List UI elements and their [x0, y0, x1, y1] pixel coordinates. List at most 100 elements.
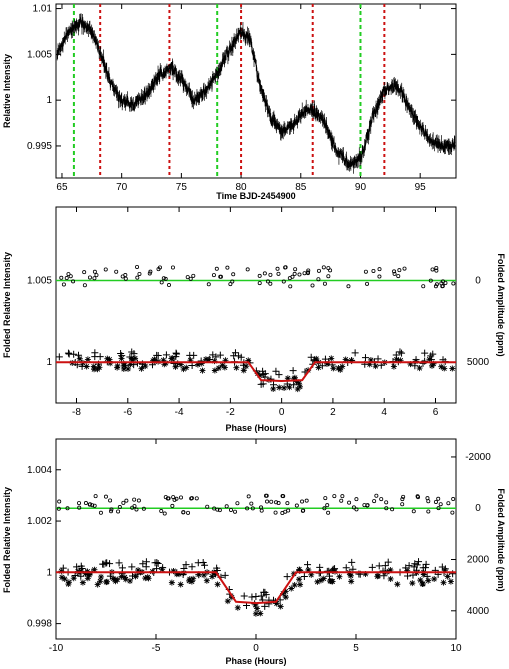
data-point — [290, 381, 298, 389]
data-point — [61, 282, 66, 287]
scatter-series-circle — [56, 493, 456, 516]
data-point — [206, 282, 211, 287]
data-point — [121, 500, 126, 505]
y-tick-label: 1 — [46, 357, 52, 368]
data-point — [97, 578, 104, 585]
x-tick-label: 75 — [176, 182, 188, 193]
data-point — [272, 367, 280, 375]
data-point — [400, 502, 405, 507]
data-point — [106, 356, 113, 363]
data-point — [142, 563, 150, 571]
data-point — [173, 571, 180, 578]
data-point — [64, 349, 72, 357]
data-point — [245, 267, 250, 272]
y-tick-label: 1.004 — [27, 465, 52, 476]
data-point — [178, 495, 183, 500]
data-point — [161, 276, 166, 281]
data-point — [273, 600, 280, 607]
data-point — [170, 503, 175, 508]
data-point — [411, 560, 419, 568]
y-tick-label: 1.01 — [33, 4, 53, 15]
x-axis-label: Phase (Hours) — [225, 423, 286, 433]
data-point — [308, 571, 315, 578]
y-tick-label: 1.002 — [27, 516, 52, 527]
data-point — [387, 575, 394, 582]
data-point — [407, 361, 414, 368]
data-point — [83, 363, 90, 370]
data-point — [124, 498, 129, 503]
data-point — [384, 500, 389, 505]
data-point — [148, 269, 153, 274]
data-point — [114, 269, 119, 274]
data-point — [240, 592, 248, 600]
data-point — [168, 355, 175, 362]
data-point — [291, 582, 298, 589]
data-point — [135, 567, 142, 574]
data-point — [292, 271, 297, 276]
x-tick-label: 80 — [236, 182, 248, 193]
y-axis-label: Relative Intensity — [2, 54, 12, 128]
data-point — [434, 282, 439, 287]
data-point — [347, 500, 352, 505]
data-point — [243, 363, 250, 370]
data-point — [450, 510, 455, 515]
y-axis-label-right: Folded Amplitude (ppm) — [496, 253, 506, 356]
data-point — [93, 494, 98, 499]
data-point — [421, 349, 429, 357]
data-point — [438, 363, 445, 370]
data-point — [87, 275, 92, 280]
x-tick-label: 10 — [450, 643, 462, 654]
data-point — [259, 367, 267, 375]
plot-frame — [55, 206, 457, 404]
x-tick-label: 5 — [353, 643, 359, 654]
data-point — [103, 578, 110, 585]
data-point — [187, 357, 194, 364]
data-point — [59, 275, 64, 280]
data-point — [291, 374, 298, 381]
data-point — [181, 510, 186, 515]
x-tick-label: 90 — [355, 182, 367, 193]
data-point — [390, 507, 395, 512]
data-point — [304, 498, 309, 503]
data-point — [368, 563, 376, 571]
scatter-series-circle — [59, 264, 456, 289]
data-point — [415, 494, 420, 499]
data-point — [397, 357, 404, 364]
data-point — [83, 501, 88, 506]
data-point — [94, 366, 101, 373]
data-point — [121, 362, 128, 369]
data-point — [250, 506, 255, 511]
data-point — [425, 577, 432, 584]
data-point — [434, 268, 439, 273]
data-point — [430, 267, 435, 272]
data-point — [153, 351, 161, 359]
data-point — [401, 494, 406, 499]
data-point — [426, 499, 431, 504]
y-tick-label: 1 — [46, 567, 52, 578]
data-point — [441, 567, 448, 574]
data-point — [262, 271, 267, 276]
data-point — [107, 360, 114, 367]
data-point — [438, 502, 443, 507]
data-point — [213, 564, 221, 572]
data-point — [296, 576, 303, 583]
y-tick-label-right: 5000 — [467, 357, 490, 368]
data-point — [281, 384, 288, 391]
data-point — [118, 573, 125, 580]
data-point — [326, 510, 331, 515]
data-point — [374, 493, 379, 498]
data-point — [325, 503, 330, 508]
data-point — [231, 349, 239, 357]
data-point — [199, 558, 207, 566]
data-point — [280, 494, 285, 499]
data-point — [428, 278, 433, 283]
data-point — [339, 498, 344, 503]
data-point — [275, 371, 283, 379]
data-point — [59, 564, 67, 572]
x-tick-label: 65 — [56, 182, 68, 193]
data-point — [423, 572, 431, 580]
data-point — [347, 572, 354, 579]
data-point — [379, 497, 384, 502]
data-point — [121, 574, 128, 581]
data-point — [283, 509, 288, 514]
